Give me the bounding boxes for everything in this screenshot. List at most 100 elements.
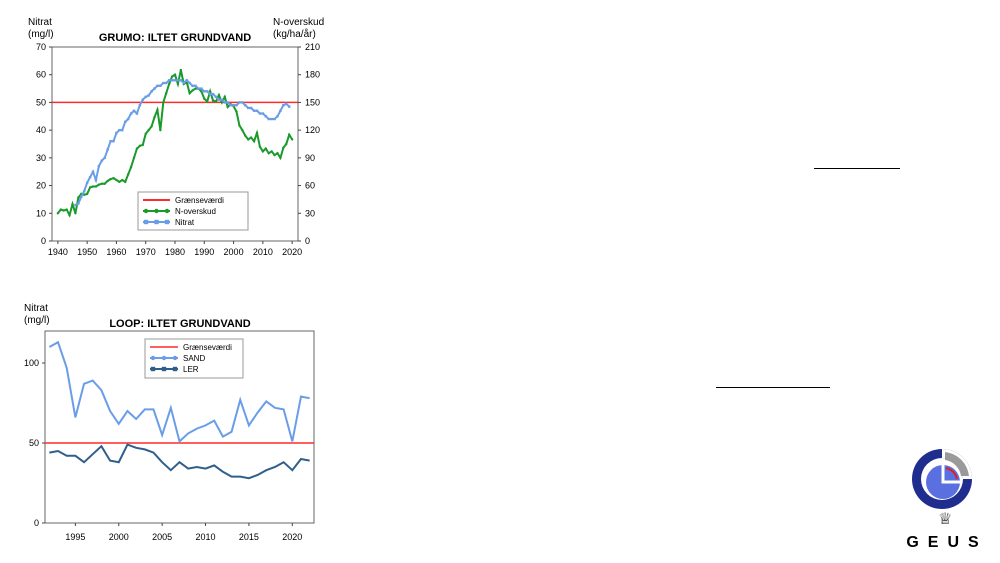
x-tick-label: 1960 <box>106 247 126 257</box>
y2-tick-label: 120 <box>305 125 320 135</box>
chart-title: LOOP: ILTET GRUNDVAND <box>109 318 250 330</box>
data-point <box>261 112 265 115</box>
legend-marker <box>150 355 156 361</box>
data-point <box>85 181 89 184</box>
data-point <box>276 115 279 118</box>
legend-marker <box>143 208 149 214</box>
y-tick-label: 20 <box>36 181 46 191</box>
data-point <box>68 213 71 217</box>
data-point <box>129 165 133 169</box>
data-point <box>94 185 98 188</box>
data-point <box>106 148 109 151</box>
data-point <box>126 173 130 176</box>
data-point <box>261 150 265 153</box>
data-point <box>165 81 168 85</box>
y-tick-label: 100 <box>24 358 39 368</box>
data-point <box>109 140 112 143</box>
data-point <box>173 73 177 76</box>
data-point <box>132 156 136 160</box>
data-point <box>135 112 139 115</box>
x-tick-label: 1940 <box>48 247 68 257</box>
data-point <box>65 208 68 211</box>
data-point <box>217 98 221 101</box>
data-point <box>214 100 218 103</box>
x-tick-label: 2010 <box>253 247 273 257</box>
y-tick-label: 0 <box>34 518 39 528</box>
data-point <box>85 192 89 196</box>
data-point <box>56 212 60 215</box>
data-point <box>247 106 250 110</box>
loop-chart: Nitrat(mg/l) LOOP: ILTET GRUNDVAND 0 50 100 1… <box>24 303 315 542</box>
data-point <box>97 164 101 168</box>
data-point <box>103 182 106 185</box>
y-tick-label: 50 <box>36 97 46 107</box>
data-point <box>235 104 238 107</box>
grumo-chart: Nitrat(mg/l)N-overskud(kg/ha/år)GRUMO: I… <box>28 17 324 257</box>
data-point <box>59 208 62 211</box>
data-point <box>176 79 180 82</box>
data-point <box>77 202 80 205</box>
data-point <box>167 82 171 86</box>
data-point <box>238 124 241 127</box>
data-point <box>285 142 288 146</box>
data-point <box>118 128 121 132</box>
data-point <box>173 79 177 82</box>
divider-line-1 <box>814 168 900 169</box>
x-tick-label: 1990 <box>194 247 214 257</box>
data-point <box>244 104 247 107</box>
data-point <box>141 143 144 147</box>
legend-label: LER <box>183 365 199 374</box>
left-axis-unit: (mg/l) <box>28 29 54 40</box>
data-point <box>267 117 270 121</box>
data-point <box>258 145 262 148</box>
data-point <box>91 185 95 188</box>
data-point <box>279 156 282 160</box>
legend-marker <box>143 219 149 225</box>
data-point <box>264 115 267 118</box>
data-point <box>188 91 191 95</box>
data-point <box>124 180 127 184</box>
data-point <box>203 97 206 100</box>
data-point <box>255 131 259 135</box>
data-point <box>258 112 262 115</box>
data-point <box>226 101 229 104</box>
y-tick-label: 10 <box>36 208 46 218</box>
data-point <box>267 152 270 155</box>
data-point <box>144 95 147 99</box>
data-point <box>103 156 106 160</box>
data-point <box>126 117 130 121</box>
data-point <box>147 94 150 97</box>
legend-marker <box>150 366 156 372</box>
data-point <box>153 87 156 90</box>
crown-icon: ♕ <box>938 511 953 528</box>
data-point <box>185 79 188 82</box>
data-point <box>141 98 144 101</box>
data-point <box>188 81 191 85</box>
data-point <box>150 90 153 93</box>
legend-marker <box>161 355 167 361</box>
data-point <box>220 101 224 104</box>
data-point <box>170 79 174 82</box>
data-point <box>211 99 215 102</box>
x-tick-label: 2010 <box>196 532 216 542</box>
data-point <box>112 140 115 143</box>
data-point <box>91 170 95 173</box>
data-point <box>255 109 259 112</box>
data-point <box>226 105 229 109</box>
data-point <box>100 182 103 185</box>
data-point <box>194 84 197 87</box>
left-axis-label: Nitrat <box>28 17 52 28</box>
data-point <box>97 183 101 186</box>
data-point <box>138 144 142 148</box>
legend-label: Grænseværdi <box>183 343 232 352</box>
data-point <box>121 178 124 182</box>
x-tick-label: 1970 <box>136 247 156 257</box>
data-point <box>138 104 142 107</box>
data-point <box>191 89 194 92</box>
y2-tick-label: 150 <box>305 97 320 107</box>
data-point <box>244 134 247 137</box>
y2-tick-label: 90 <box>305 153 315 163</box>
data-point <box>115 131 118 135</box>
data-point <box>191 84 194 87</box>
data-point <box>282 104 285 107</box>
